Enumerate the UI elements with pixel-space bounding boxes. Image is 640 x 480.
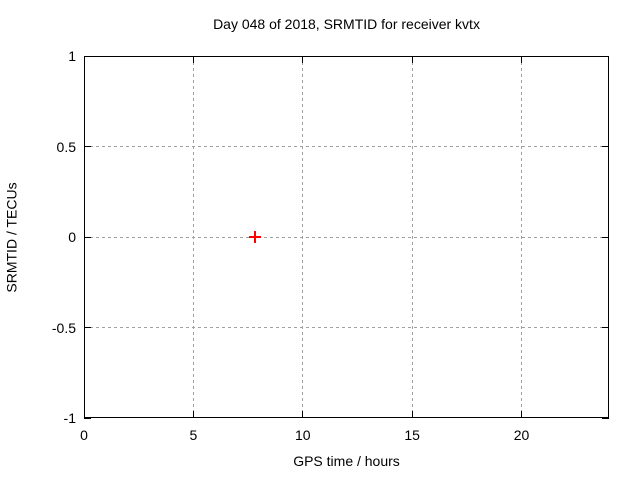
x-tick-bottom bbox=[83, 411, 85, 418]
y-tick-left bbox=[84, 55, 91, 57]
x-tick-bottom bbox=[192, 411, 194, 418]
y-tick-left bbox=[84, 236, 91, 238]
x-axis-title: GPS time / hours bbox=[293, 453, 400, 469]
y-tick-label: -1 bbox=[63, 410, 76, 426]
x-tick-bottom bbox=[302, 411, 304, 418]
y-tick-right bbox=[602, 236, 609, 238]
y-tick-left bbox=[84, 146, 91, 147]
x-tick-top bbox=[192, 56, 194, 63]
x-tick-label: 5 bbox=[189, 427, 198, 443]
chart-title: Day 048 of 2018, SRMTID for receiver kvt… bbox=[213, 16, 480, 32]
y-tick-right bbox=[602, 327, 609, 328]
x-tick-top bbox=[521, 56, 522, 63]
y-tick-label: 1 bbox=[68, 48, 76, 64]
x-tick-label: 20 bbox=[513, 427, 530, 443]
x-tick-top bbox=[411, 56, 413, 63]
y-tick-left bbox=[84, 327, 91, 328]
x-tick-bottom bbox=[521, 411, 522, 418]
y-gridline bbox=[84, 146, 609, 147]
y-tick-label: 0.5 bbox=[56, 138, 76, 155]
y-tick-right bbox=[602, 146, 609, 147]
y-tick-right bbox=[602, 417, 609, 419]
x-tick-top bbox=[83, 56, 85, 63]
x-tick-top bbox=[302, 56, 304, 63]
y-gridline bbox=[84, 236, 609, 238]
y-tick-right bbox=[602, 55, 609, 57]
x-tick-label: 15 bbox=[404, 427, 420, 443]
data-point-plus bbox=[248, 231, 261, 243]
x-tick-label: 10 bbox=[294, 427, 311, 443]
x-tick-bottom bbox=[411, 411, 413, 418]
y-tick-label: 0 bbox=[68, 229, 76, 245]
y-tick-label: -0.5 bbox=[51, 319, 76, 336]
plus-vertical-bar bbox=[253, 231, 256, 243]
y-gridline bbox=[84, 327, 609, 328]
y-tick-left bbox=[84, 417, 91, 419]
x-tick-label: 0 bbox=[80, 427, 88, 443]
